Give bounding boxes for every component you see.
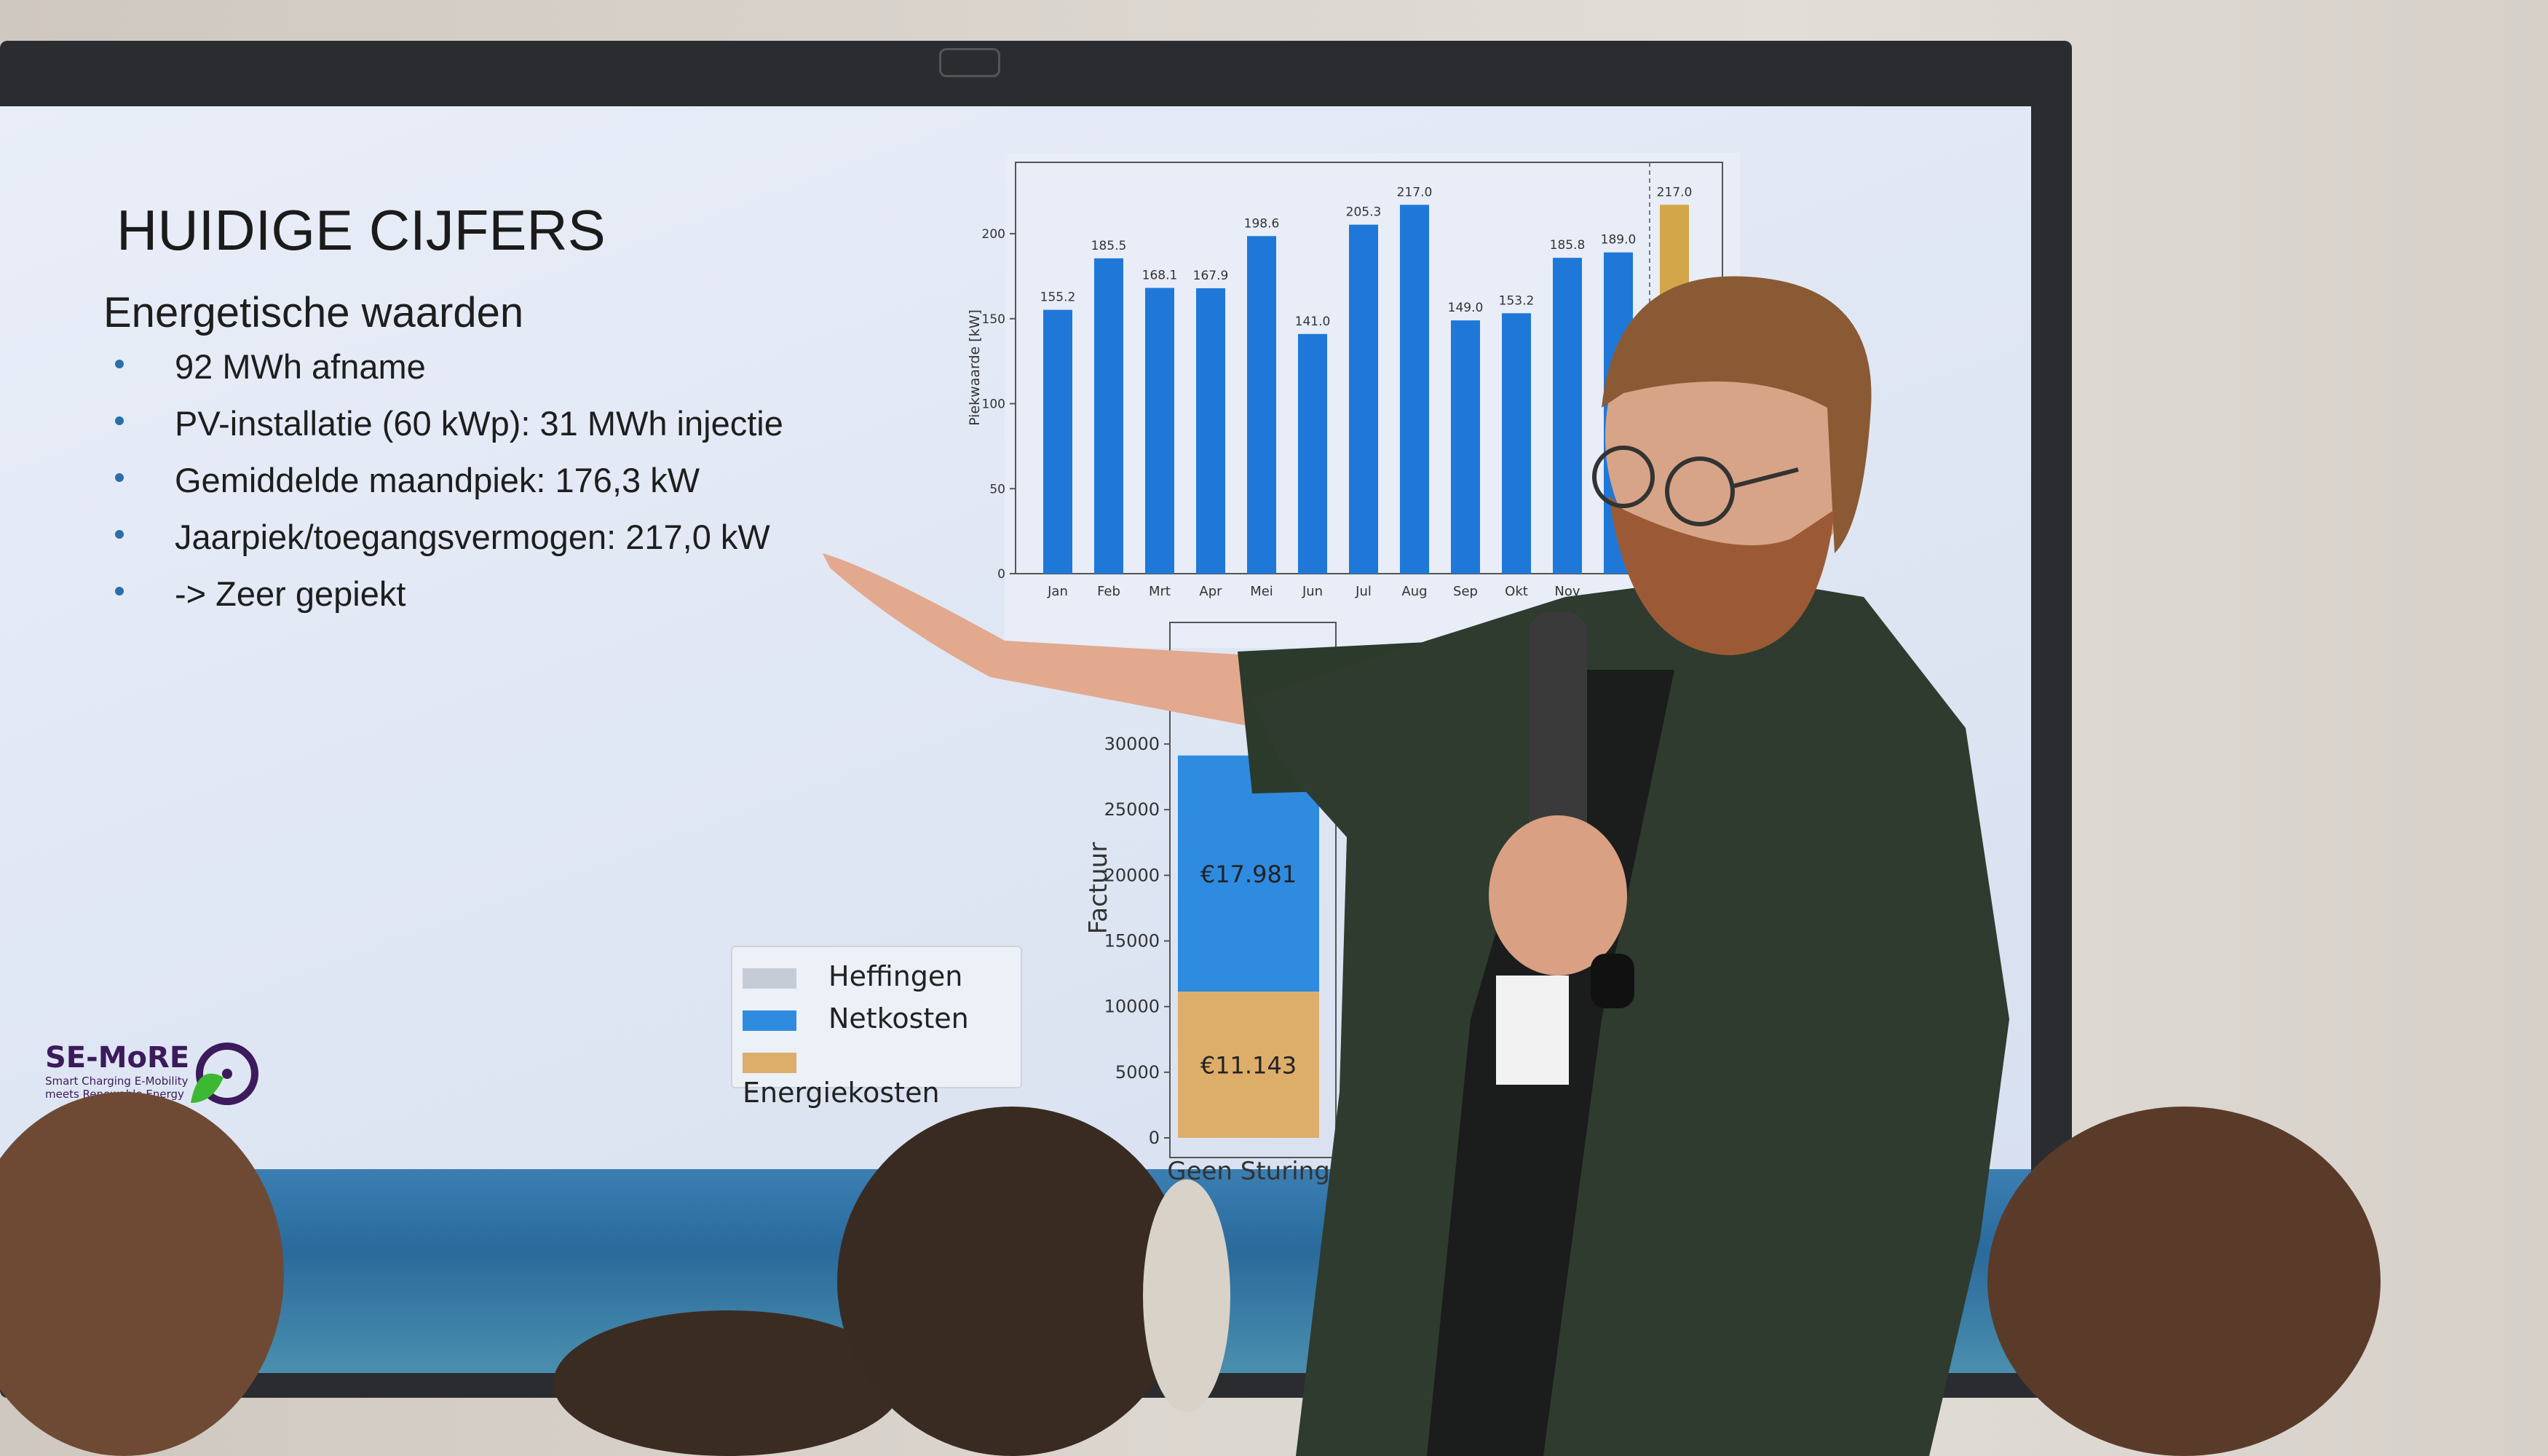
segment-value-label: €17.981	[1200, 860, 1297, 888]
bullet-item: PV-installatie (60 kWp): 31 MWh injectie	[109, 403, 783, 460]
bar-value-label: 189.0	[1601, 233, 1637, 248]
y-tick-label: 15000	[1104, 931, 1160, 951]
bullet-list: 92 MWh afname PV-installatie (60 kWp): 3…	[109, 347, 783, 630]
y-tick-label: 100	[982, 397, 1005, 412]
x-tick-label: Aug	[1401, 584, 1427, 599]
presenter-hair	[1602, 276, 1872, 553]
microphone	[1529, 612, 1587, 852]
x-tick-label: Geen Sturing	[1167, 1157, 1330, 1186]
y-tick-label: 30000	[1104, 734, 1160, 754]
bar	[1451, 320, 1480, 574]
bar-value-label: 141.0	[1295, 314, 1331, 329]
x-tick-label: Okt	[1505, 584, 1528, 599]
bar-value-label: 217.0	[1657, 185, 1693, 199]
bullet-item: 92 MWh afname	[109, 347, 783, 403]
bar	[1553, 258, 1582, 574]
bar-value-label: 198.6	[1244, 216, 1280, 231]
presenter-arm	[823, 553, 1259, 728]
y-tick-label: 20000	[1104, 865, 1160, 885]
watch-icon	[1591, 954, 1634, 1008]
x-tick-label: Sep	[1453, 584, 1478, 599]
presenter-beard	[1609, 495, 1835, 655]
presenter-badge	[1496, 976, 1569, 1085]
y-tick-label: 200	[982, 227, 1005, 242]
bar	[1196, 288, 1225, 574]
stacked-chart-frame	[1169, 622, 1337, 1158]
x-tick-label: Jul	[1355, 584, 1372, 599]
audience-head	[837, 1107, 1187, 1456]
legend-item-energiekosten: Energiekosten	[743, 1045, 1021, 1109]
bar	[1298, 333, 1327, 574]
bar	[1400, 205, 1429, 574]
bar-value-label: 155.2	[1040, 290, 1076, 305]
x-tick-label: Mei	[1250, 584, 1273, 599]
bar-value-label: 185.8	[1550, 238, 1586, 253]
cost-legend: Heffingen Netkosten Energiekosten	[731, 946, 1022, 1109]
y-tick-label: 150	[982, 312, 1005, 327]
audience	[0, 1092, 2381, 1456]
y-axis-label: Factuur	[1084, 842, 1113, 934]
bullet-dot-icon	[115, 416, 124, 425]
bullet-dot-icon	[115, 587, 124, 596]
bullet-item: -> Zeer gepiekt	[109, 574, 783, 630]
y-axis-label: Piekwaarde [kW]	[967, 309, 983, 426]
bullet-dot-icon	[115, 473, 124, 482]
bar-value-label: 149.0	[1448, 301, 1484, 315]
bullet-item: Gemiddelde maandpiek: 176,3 kW	[109, 460, 783, 517]
y-tick-label: 25000	[1104, 799, 1160, 820]
y-tick-label: 50	[989, 482, 1005, 496]
legend-swatch	[743, 968, 796, 989]
logo-name: SE-MoRE	[45, 1041, 190, 1075]
bar	[1145, 288, 1174, 574]
x-tick-label: Feb	[1097, 584, 1120, 599]
bar-value-label: 167.9	[1193, 269, 1229, 283]
bullet-dot-icon	[115, 360, 124, 368]
legend-swatch	[743, 1010, 796, 1031]
y-tick-label: 0	[1149, 1128, 1160, 1148]
bar	[1349, 224, 1378, 574]
x-tick-label: Nov	[1554, 584, 1580, 599]
bar	[1502, 313, 1531, 574]
x-tick-label: Jan	[1047, 584, 1068, 599]
x-tick-label: Apr	[1199, 584, 1222, 599]
stacked-segment	[1178, 755, 1319, 992]
segment-value-label: €11.143	[1200, 1052, 1297, 1080]
audience-head	[0, 1092, 284, 1456]
audience-head	[1143, 1179, 1230, 1412]
legend-item-netkosten: Netkosten	[743, 1002, 969, 1039]
camera-housing	[939, 48, 1000, 77]
wheel-leaf-icon	[191, 1042, 258, 1105]
audience-head	[553, 1310, 903, 1456]
presenter-shirt	[1252, 575, 2009, 1456]
audience-head	[1987, 1107, 2381, 1456]
legend-item-heffingen: Heffingen	[743, 960, 962, 997]
y-tick-label: 5000	[1115, 1062, 1160, 1083]
bar-value-label: 168.1	[1142, 268, 1178, 282]
slide-title: HUIDIGE CIJFERS	[116, 198, 606, 262]
x-tick-label: Mrt	[1149, 584, 1171, 599]
slide-subtitle: Energetische waarden	[103, 289, 524, 336]
legend-swatch	[743, 1052, 796, 1073]
presenter	[823, 276, 2009, 1456]
bar-value-label: 217.0	[1397, 185, 1433, 199]
y-tick-label: 0	[997, 567, 1005, 582]
glasses-icon	[1592, 446, 1799, 526]
bullet-item: Jaarpiek/toegangsvermogen: 217,0 kW	[109, 517, 783, 574]
stacked-segment	[1178, 992, 1319, 1138]
bar	[1094, 258, 1123, 574]
bar	[1043, 309, 1072, 574]
y-tick-label: 10000	[1104, 997, 1160, 1017]
x-tick-label: Jun	[1302, 584, 1323, 599]
bar-value-label: 205.3	[1346, 205, 1382, 220]
presenter-hand	[1489, 815, 1627, 976]
bar	[1247, 236, 1276, 574]
bar-value-label: 185.5	[1091, 239, 1127, 253]
bar-value-label: 153.2	[1499, 293, 1535, 308]
bullet-dot-icon	[115, 530, 124, 539]
